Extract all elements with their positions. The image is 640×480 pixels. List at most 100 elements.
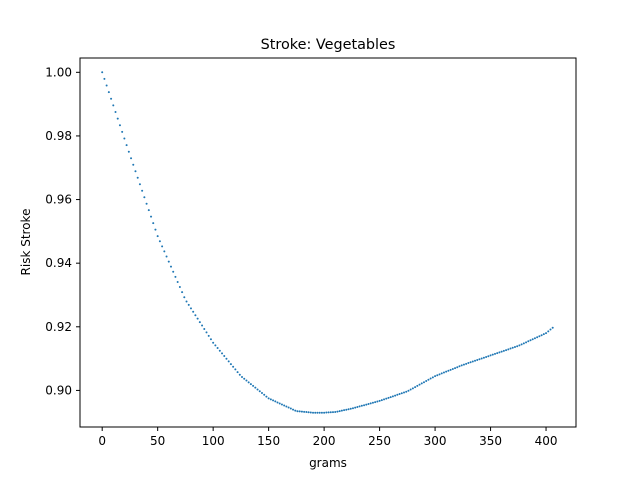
data-point (471, 360, 474, 363)
data-point (189, 307, 192, 310)
data-point (294, 409, 297, 412)
data-point (440, 372, 443, 375)
data-point (147, 209, 150, 212)
data-point (365, 403, 368, 406)
data-point (183, 296, 186, 299)
data-point (422, 381, 425, 384)
data-point (363, 404, 366, 407)
data-point (343, 409, 346, 412)
data-point (214, 344, 217, 347)
data-point (181, 291, 184, 294)
data-point (325, 411, 328, 414)
data-point (218, 349, 221, 352)
data-point (425, 379, 428, 382)
plot-frame (79, 57, 577, 428)
data-point (394, 394, 397, 397)
data-point (167, 260, 170, 263)
data-point (161, 245, 164, 248)
data-point (485, 355, 488, 358)
data-point (221, 352, 224, 355)
data-points (101, 71, 554, 414)
data-point (447, 369, 450, 372)
data-point (212, 341, 215, 344)
data-point (465, 362, 468, 365)
data-point (280, 403, 283, 406)
data-point (287, 406, 290, 409)
data-point (414, 386, 417, 389)
x-axis-ticks: 0 50 100 150 200 250 300 350 400 (98, 427, 557, 448)
data-point (551, 326, 554, 329)
data-point (112, 104, 115, 107)
data-point (336, 410, 339, 413)
data-point (172, 270, 175, 273)
data-point (229, 363, 232, 366)
data-point (103, 77, 106, 80)
data-point (209, 338, 212, 341)
data-point (136, 176, 139, 179)
data-point (143, 196, 146, 199)
data-point (396, 393, 399, 396)
y-tick-label: 0.92 (45, 320, 72, 334)
data-point (283, 404, 286, 407)
data-point (150, 215, 153, 218)
data-point (305, 411, 308, 414)
data-point (527, 340, 530, 343)
data-point (520, 343, 523, 346)
data-point (316, 411, 319, 414)
data-point (536, 336, 539, 339)
data-point (225, 357, 228, 360)
data-point (185, 300, 188, 303)
data-point (141, 189, 144, 192)
data-point (187, 303, 190, 306)
x-tick-label: 300 (424, 434, 447, 448)
x-tick-label: 200 (313, 434, 336, 448)
data-point (292, 408, 295, 411)
data-point (354, 406, 357, 409)
data-point (307, 411, 310, 414)
data-point (127, 150, 130, 153)
y-axis-label: Risk Stroke (19, 209, 33, 276)
data-point (387, 396, 390, 399)
y-tick-label: 0.98 (45, 129, 72, 143)
data-point (451, 367, 454, 370)
data-point (494, 352, 496, 355)
data-point (272, 399, 275, 402)
data-point (374, 401, 377, 404)
data-point (223, 355, 226, 358)
data-point (114, 111, 117, 114)
data-point (134, 170, 137, 173)
data-point (205, 331, 208, 334)
data-point (403, 391, 406, 394)
data-point (298, 410, 301, 413)
data-point (496, 352, 499, 355)
data-point (462, 363, 465, 366)
data-point (429, 377, 432, 380)
data-point (196, 317, 199, 320)
data-point (252, 384, 255, 387)
data-point (203, 327, 206, 330)
data-point (391, 395, 394, 398)
data-point (236, 371, 239, 374)
data-point (511, 346, 514, 349)
data-point (434, 375, 437, 378)
data-point (458, 365, 461, 368)
data-point (194, 314, 197, 317)
data-point (383, 398, 386, 401)
data-point (442, 371, 445, 374)
data-point (411, 387, 414, 390)
data-point (438, 373, 441, 376)
data-point (121, 130, 124, 133)
data-point (174, 275, 177, 278)
data-point (331, 411, 334, 414)
data-point (474, 359, 477, 362)
data-point (545, 332, 548, 335)
data-point (498, 351, 501, 354)
data-point (356, 406, 359, 409)
chart-title: Stroke: Vegetables (261, 37, 396, 53)
y-axis-ticks: 0.90 0.92 0.94 0.96 0.98 1.00 (45, 65, 80, 397)
y-tick-label: 0.94 (45, 256, 72, 270)
data-point (398, 393, 401, 396)
data-point (547, 330, 550, 333)
data-point (232, 365, 235, 368)
